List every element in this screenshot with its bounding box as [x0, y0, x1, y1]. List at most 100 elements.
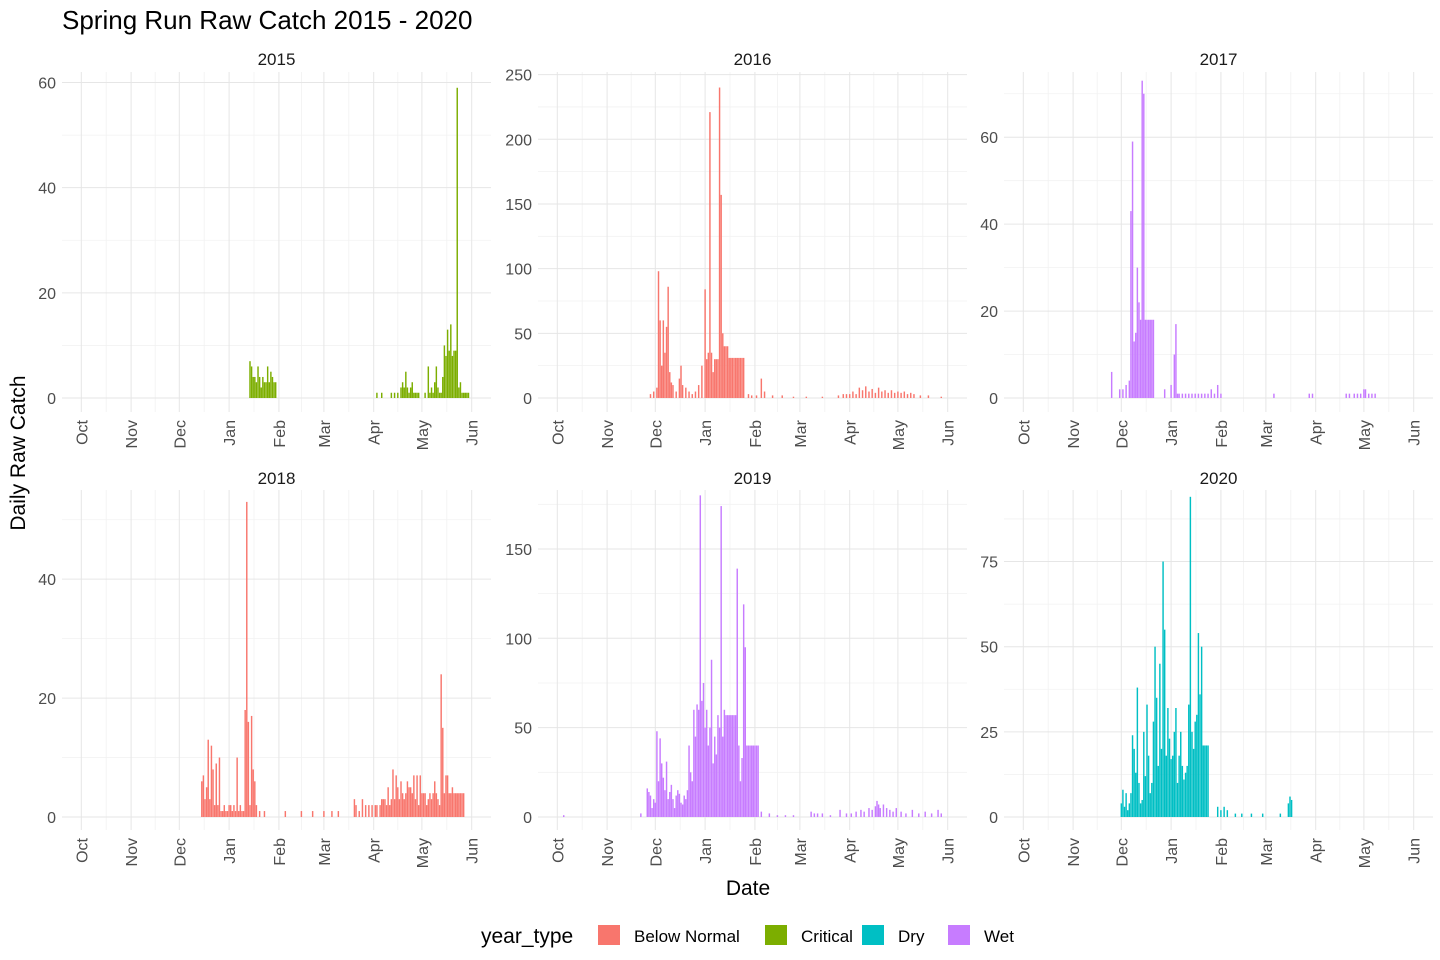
bar [461, 392, 463, 398]
legend: year_type Below Normal Critical Dry Wet [481, 925, 1014, 948]
bar [234, 811, 237, 817]
bar [723, 709, 726, 817]
bar [1139, 803, 1142, 817]
bar [718, 727, 721, 817]
bar [400, 387, 402, 398]
x-tick-label: Jan [1164, 420, 1181, 446]
x-tick-label: May [415, 420, 432, 450]
x-tick-label: Feb [748, 420, 765, 448]
bar [705, 359, 708, 398]
panel-2015: Oct Nov Dec Jan Feb Mar Apr May Jun 0 20 40 60 2015 [38, 50, 491, 450]
x-tick-label: Nov [600, 838, 617, 866]
bar [1139, 319, 1142, 398]
bar [781, 395, 783, 398]
bar [906, 394, 909, 398]
bar [718, 87, 721, 399]
facet-panels: Oct Nov Dec Jan Feb Mar Apr May Jun02040602015Oc… [38, 50, 1433, 868]
bar [263, 382, 266, 398]
bar [205, 787, 208, 817]
bar [760, 811, 763, 817]
bar [784, 815, 787, 817]
bar [1122, 789, 1124, 817]
bar [225, 811, 227, 817]
bar [409, 387, 412, 398]
x-tick-label: Dec [648, 420, 665, 448]
bar [422, 793, 425, 817]
x-tick-label: Nov [124, 838, 141, 866]
bar [1136, 687, 1139, 817]
bar [1216, 384, 1219, 398]
bar [213, 805, 216, 817]
bar [1220, 393, 1222, 398]
bar [411, 382, 413, 398]
bar [231, 811, 234, 817]
y-tick-label: 150 [505, 542, 532, 559]
x-tick-label: Nov [1066, 420, 1083, 448]
bar [403, 387, 405, 398]
bar [805, 396, 808, 398]
bar [845, 394, 848, 398]
bar [1192, 748, 1195, 817]
bar [688, 391, 690, 398]
bar [1149, 793, 1151, 817]
bar [640, 813, 642, 817]
bar [1199, 694, 1201, 817]
bar [792, 815, 795, 817]
bar [670, 784, 673, 817]
bar [792, 396, 795, 398]
y-axis-title: Daily Raw Catch [7, 375, 30, 530]
bar [678, 793, 681, 817]
y-tick-label: 60 [980, 130, 998, 147]
bar [750, 395, 753, 398]
bar [453, 793, 455, 817]
bar [858, 387, 861, 398]
bar [810, 811, 812, 817]
bar [379, 805, 381, 817]
bar [726, 346, 729, 398]
bar [747, 394, 750, 398]
bar [462, 793, 465, 817]
bar [1197, 633, 1200, 817]
facet-label: 2015 [258, 50, 296, 69]
bar [1154, 646, 1156, 817]
y-tick-label: 100 [505, 262, 532, 279]
bar [401, 793, 404, 817]
bar [1363, 389, 1365, 398]
bar [409, 787, 412, 817]
bar [390, 392, 393, 398]
bar [398, 799, 401, 817]
bar [661, 365, 663, 398]
x-tick-label: Jun [465, 420, 482, 446]
bar [218, 757, 221, 817]
bar [405, 371, 407, 398]
bar [1130, 793, 1132, 817]
x-tick-label: Oct [550, 419, 567, 444]
bar [1184, 393, 1187, 398]
bar [456, 87, 458, 398]
bar [1202, 745, 1204, 817]
bar [868, 808, 870, 817]
bar [672, 799, 674, 817]
bar [675, 795, 677, 817]
bar [1290, 799, 1293, 817]
bar [364, 805, 367, 817]
bar [887, 392, 889, 398]
bar [1273, 393, 1275, 398]
bar [273, 382, 275, 398]
bar [707, 352, 710, 398]
bar [707, 745, 710, 817]
bar [425, 805, 428, 817]
bar [1123, 806, 1126, 817]
y-tick-label: 50 [514, 721, 532, 738]
bar [1367, 393, 1370, 398]
x-tick-label: May [1357, 838, 1374, 868]
bar [1144, 776, 1147, 817]
x-tick-label: Mar [317, 837, 334, 865]
bar [734, 357, 737, 398]
bar [424, 392, 426, 398]
x-tick-label: Jun [1407, 838, 1424, 864]
bar [681, 385, 684, 398]
bar [385, 805, 388, 817]
bar [742, 357, 745, 398]
bar [861, 390, 864, 398]
